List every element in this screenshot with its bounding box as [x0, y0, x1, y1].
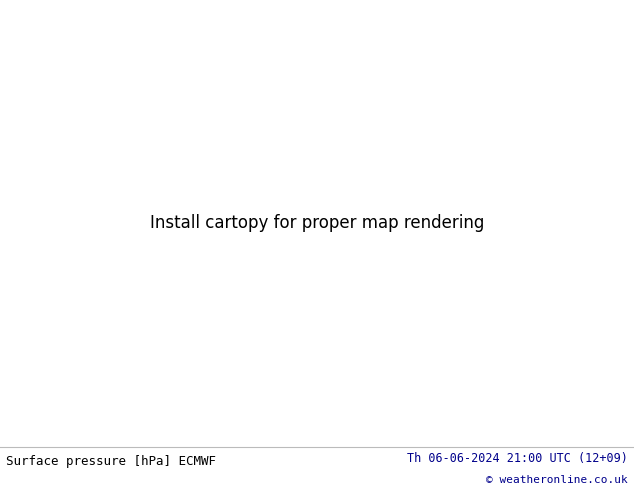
Text: Surface pressure [hPa] ECMWF: Surface pressure [hPa] ECMWF — [6, 455, 216, 468]
Text: Install cartopy for proper map rendering: Install cartopy for proper map rendering — [150, 214, 484, 232]
Text: Th 06-06-2024 21:00 UTC (12+09): Th 06-06-2024 21:00 UTC (12+09) — [407, 452, 628, 465]
Text: © weatheronline.co.uk: © weatheronline.co.uk — [486, 475, 628, 485]
